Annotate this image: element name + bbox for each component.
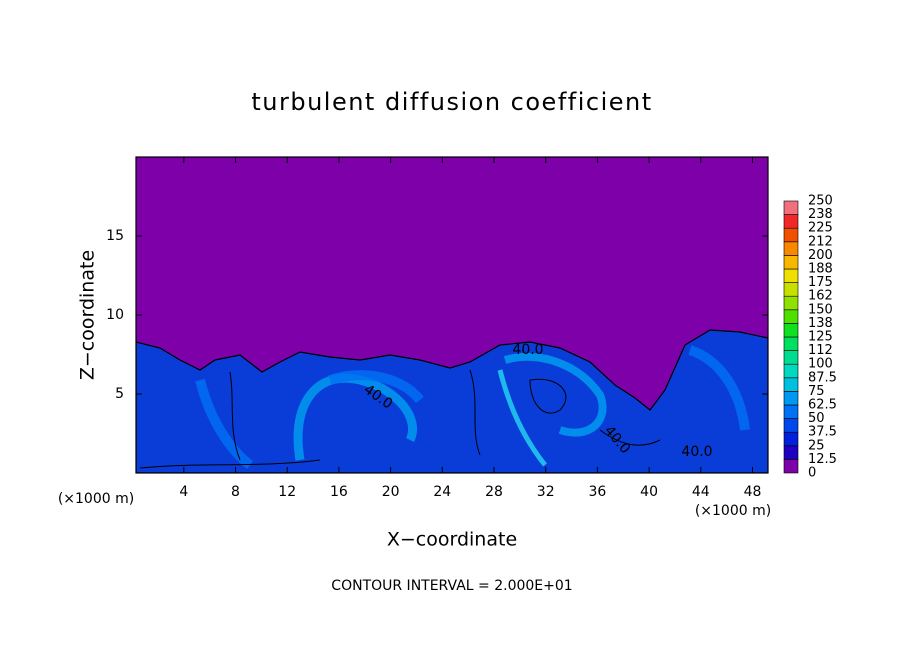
colorbar-label: 12.5 [808, 452, 837, 467]
colorbar-box [783, 391, 799, 406]
colorbar-box [783, 431, 799, 447]
x-tick-label: 32 [537, 484, 555, 500]
colorbar-label: 175 [808, 275, 833, 290]
y-tick-label: 10 [106, 307, 124, 323]
colorbar-label: 112 [808, 343, 833, 358]
colorbar-label: 100 [808, 357, 833, 372]
y-tick-label: 15 [106, 228, 124, 244]
swirl [195, 345, 750, 469]
x-tick-label: 44 [692, 484, 710, 500]
colorbar-box [783, 295, 799, 311]
x-unit: (×1000 m) [695, 503, 771, 519]
x-tick-label: 28 [485, 484, 503, 500]
contour-label: 40.0 [512, 342, 543, 358]
colorbar-label: 188 [808, 262, 833, 277]
colorbar-box [783, 350, 799, 365]
y-tick-label: 5 [115, 386, 124, 402]
x-tick-label: 4 [179, 484, 188, 500]
y-unit: (×1000 m) [58, 491, 134, 507]
colorbar-label: 212 [808, 234, 833, 249]
colorbar-box [783, 404, 799, 419]
colorbar-box [783, 363, 799, 379]
colorbar-box [783, 214, 799, 229]
colorbar-label: 225 [808, 221, 833, 236]
colorbar-label: 87.5 [808, 370, 837, 385]
x-tick-label: 12 [278, 484, 296, 500]
colorbar-box [783, 255, 799, 270]
colorbar-box [783, 309, 799, 324]
colorbar-label: 150 [808, 302, 833, 317]
x-tick-label: 40 [640, 484, 658, 500]
colorbar-label: 25 [808, 438, 825, 453]
colorbar-box [783, 377, 799, 392]
colorbar-box [783, 282, 799, 297]
colorbar-label: 200 [808, 248, 833, 263]
colorbar-label: 162 [808, 289, 833, 304]
colorbar-label: 0 [808, 466, 816, 481]
colorbar-box [783, 268, 799, 283]
colorbar-box [783, 336, 799, 351]
swirl [497, 369, 547, 467]
x-axis-label: X−coordinate [387, 529, 517, 551]
x-tick-label: 24 [433, 484, 451, 500]
colorbar-box [783, 459, 799, 474]
contour-label: 40.0 [681, 444, 712, 460]
contour-line [139, 369, 661, 469]
colorbar-label: 75 [808, 384, 825, 399]
colorbar-label: 250 [808, 194, 833, 209]
x-tick-label: 48 [744, 484, 762, 500]
x-tick-label: 36 [588, 484, 606, 500]
colorbar-label: 62.5 [808, 398, 837, 413]
colorbar-label: 238 [808, 207, 833, 222]
colorbar-label: 50 [808, 411, 825, 426]
x-tick-label: 20 [382, 484, 400, 500]
colorbar-box [783, 418, 799, 433]
footer: CONTOUR INTERVAL = 2.000E+01 [331, 578, 572, 594]
colorbar-box [783, 200, 799, 215]
x-tick-label: 16 [330, 484, 348, 500]
colorbar-box [783, 445, 799, 460]
colorbar-label: 138 [808, 316, 833, 331]
x-tick-label: 8 [231, 484, 240, 500]
colorbar-label: 37.5 [808, 425, 837, 440]
colorbar-box [783, 241, 799, 256]
chart-title: turbulent diffusion coefficient [251, 88, 652, 116]
colorbar-label: 125 [808, 330, 833, 345]
colorbar-box [783, 227, 799, 243]
colorbar-box [783, 323, 799, 338]
swirl [503, 352, 607, 437]
field [136, 157, 768, 473]
y-axis-label: Z−coordinate [77, 250, 99, 380]
